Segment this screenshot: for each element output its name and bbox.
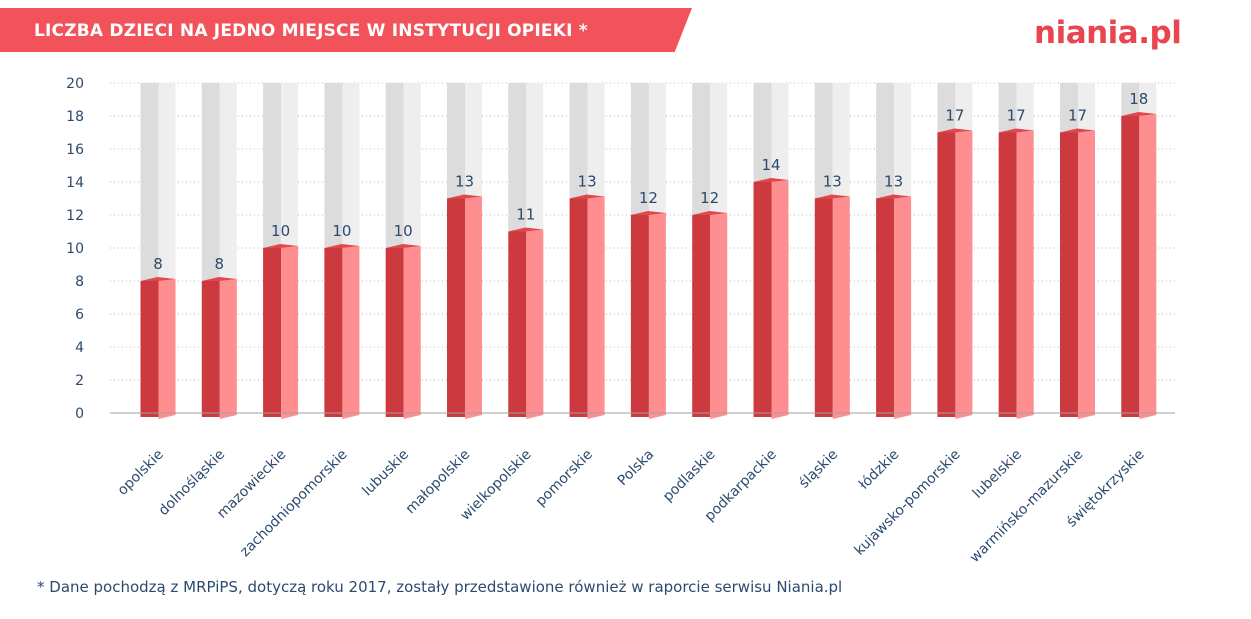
x-tick-label: śląskie (796, 447, 841, 492)
bar (385, 248, 404, 417)
data-label: 13 (884, 173, 903, 191)
bar (569, 198, 588, 417)
bar-top (569, 194, 605, 199)
x-tick-label: kujawsko-pomorskie (852, 447, 964, 559)
bar-top (263, 244, 299, 248)
bar (937, 132, 956, 417)
bar (508, 231, 527, 417)
data-label: 8 (215, 255, 225, 273)
bar-side (526, 229, 544, 419)
data-label: 11 (516, 206, 535, 224)
bar-chart: 024681012141618208opolskie8dolnośląskie1… (66, 76, 1175, 566)
bar (998, 132, 1017, 417)
y-tick-label: 20 (66, 76, 84, 92)
bar-top (814, 194, 850, 199)
x-tick-label: podlaskie (660, 447, 718, 505)
x-tick-label: lubuskie (359, 447, 412, 500)
bar-side (158, 279, 176, 419)
x-tick-label: warmińsko-mazurskie (967, 447, 1086, 566)
y-tick-label: 0 (75, 406, 84, 422)
data-label: 13 (455, 173, 474, 191)
bar-side (1078, 130, 1095, 419)
bar-top (753, 178, 789, 182)
niania-logo: niania.pl (1034, 15, 1182, 51)
chart-title: LICZBA DZIECI NA JEDNO MIEJSCE W INSTYTU… (34, 21, 588, 41)
x-tick-label: zachodniopomorskie (237, 447, 351, 561)
bar-top (140, 277, 176, 281)
bar (630, 215, 649, 417)
data-label: 10 (332, 222, 351, 240)
bar (263, 248, 282, 417)
bar-side (465, 196, 482, 419)
bar-side (1139, 114, 1157, 419)
bar-side (710, 213, 728, 419)
bar-top (508, 227, 544, 232)
data-label: 17 (1068, 107, 1087, 125)
data-label: 10 (271, 222, 290, 240)
y-tick-label: 6 (75, 307, 84, 323)
bar-top (1060, 128, 1095, 133)
x-tick-label: łódzkie (856, 447, 902, 493)
bar-side (648, 213, 666, 419)
y-tick-label: 12 (66, 208, 84, 224)
bar-side (219, 279, 237, 419)
bar-side (587, 196, 605, 419)
data-label: 17 (945, 107, 964, 125)
data-label: 13 (823, 173, 842, 191)
data-label: 10 (394, 222, 413, 240)
bar (814, 198, 833, 417)
data-label: 17 (1007, 107, 1026, 125)
data-label: 12 (639, 189, 658, 207)
bar-top (998, 128, 1034, 133)
data-label: 12 (700, 189, 719, 207)
bar (1060, 132, 1078, 417)
bar-side (1016, 130, 1034, 419)
bar-side (403, 246, 421, 419)
bar-side (281, 246, 299, 419)
bar-top (385, 244, 421, 248)
bar-side (955, 130, 973, 419)
bar (140, 281, 159, 417)
bar-top (447, 194, 482, 199)
bar-top (630, 211, 666, 215)
x-tick-label: opolskie (115, 447, 167, 499)
data-label: 18 (1129, 90, 1148, 108)
bar-top (324, 244, 360, 248)
y-tick-label: 4 (75, 340, 84, 356)
data-label: 8 (153, 255, 163, 273)
bar-top (201, 277, 237, 281)
bar-top (1121, 112, 1157, 116)
bar-side (342, 246, 360, 419)
y-tick-label: 10 (66, 241, 84, 257)
y-tick-label: 14 (66, 175, 84, 191)
y-tick-label: 2 (75, 373, 84, 389)
bar (324, 248, 343, 417)
y-tick-label: 8 (75, 274, 84, 290)
footnote: * Dane pochodzą z MRPiPS, dotyczą roku 2… (37, 578, 843, 596)
bar (692, 215, 711, 417)
bar-top (692, 211, 728, 215)
bar-side (894, 196, 912, 419)
x-tick-label: lubelskie (970, 447, 1025, 502)
data-label: 14 (761, 156, 780, 174)
x-tick-label: Polska (615, 447, 658, 490)
y-tick-label: 18 (66, 109, 84, 125)
title-banner (0, 8, 692, 52)
data-label: 13 (578, 173, 597, 191)
bar-top (876, 194, 912, 199)
bar-top (937, 128, 973, 133)
bar (447, 198, 465, 417)
bar-side (771, 180, 789, 419)
bar (201, 281, 220, 417)
y-tick-label: 16 (66, 142, 84, 158)
x-tick-label: pomorskie (533, 447, 596, 510)
bar (753, 182, 772, 417)
bar (876, 198, 895, 417)
bar-side (832, 196, 850, 419)
bar (1121, 116, 1140, 417)
